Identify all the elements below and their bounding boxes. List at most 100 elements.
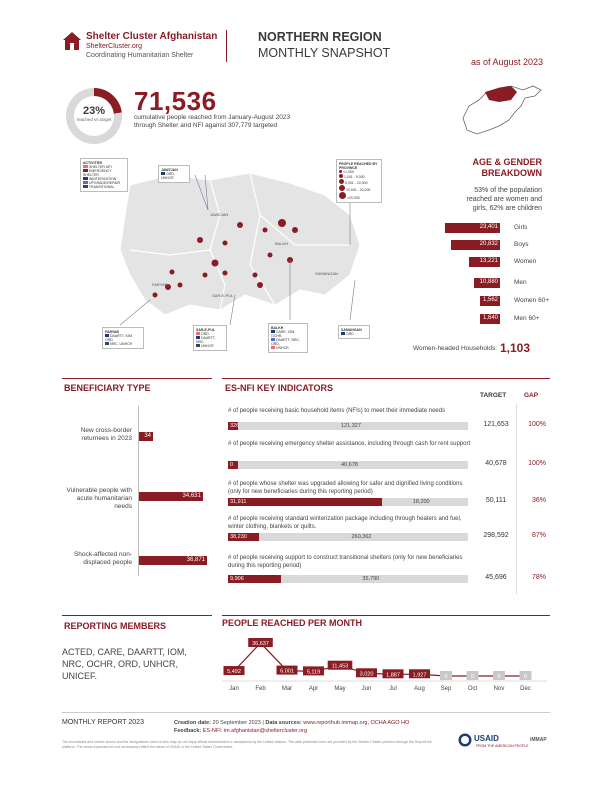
data-point <box>223 666 245 676</box>
org-site[interactable]: ShelterCluster.org <box>86 43 143 50</box>
people-bin: 1,001 - 5,000 <box>339 174 379 179</box>
reporting-members-list: ACTED, CARE, DAARTT, IOM, NRC, OCHR, ORD… <box>62 647 187 681</box>
partner-line: ORD <box>341 332 367 336</box>
data-label: 1,927 <box>413 672 427 678</box>
province-label-jawzjan: JAWZJAN <box>210 212 229 217</box>
age-gender-row: 13,221 Women <box>395 257 560 267</box>
indicator-progress-fill: 31,911 <box>228 498 382 506</box>
page-subtitle: MONTHLY SNAPSHOT <box>258 46 391 60</box>
indicator-question: # of people whose shelter was upgraded a… <box>228 481 463 495</box>
x-tick-label: Jul <box>389 686 397 692</box>
indicator-progress-fill: 326 <box>228 422 240 430</box>
indicator-progress-fill: 38,230 <box>228 533 260 541</box>
indicator-gap-percent: 87% <box>531 532 546 539</box>
age-gender-label: Men <box>514 279 527 286</box>
gap-column-divider <box>516 404 517 594</box>
org-name: Shelter Cluster Afghanistan <box>86 31 218 42</box>
region-map-svg <box>119 172 361 326</box>
indicator-gap-value: 121,327 <box>341 423 361 429</box>
partner-line: UNHCR <box>196 344 224 348</box>
activities-legend-item: UPGRADE/REPAIR <box>83 181 125 185</box>
indicator-progress-track: 31,911 18,200 <box>228 498 468 506</box>
indicator-gap-value: 40,678 <box>341 462 358 468</box>
x-tick-label: Oct <box>468 686 478 692</box>
data-label: 36,637 <box>252 641 269 647</box>
age-gender-title: AGE & GENDER BREAKDOWN <box>472 157 542 178</box>
indicator-progress-track: 9,906 35,790 <box>228 575 468 583</box>
data-label: 5,492 <box>227 669 241 675</box>
indicator-question: # of people receiving standard winteriza… <box>228 516 462 530</box>
shelter-cluster-logo-icon <box>63 32 81 50</box>
age-gender-value: 13,221 <box>477 258 500 264</box>
people-bin: >20,000 <box>339 192 379 200</box>
faryab-partners-box: FARYAB DAARTT, IOM, ORD NRC, UNHCR <box>102 327 144 349</box>
percent-reached: 23% <box>82 105 106 117</box>
partner-line: DAARTT, NRC <box>196 336 216 344</box>
indicator-gap-value: 260,362 <box>351 534 372 540</box>
age-gender-value: 23,401 <box>477 224 500 230</box>
indicator-gap-percent: 100% <box>528 421 546 428</box>
x-tick-label: May <box>334 686 345 692</box>
partner-line: ORD <box>196 332 224 336</box>
data-point <box>276 665 298 675</box>
beneficiary-bar: 34,631 <box>139 492 203 501</box>
age-gender-row: 1,562 Women 60+ <box>395 296 560 306</box>
indicator-target: 121,653 <box>483 421 509 428</box>
data-label: 1,887 <box>386 672 400 678</box>
sources-link[interactable]: www.reporthub.immap.org, OCHA AGO HO <box>303 720 410 726</box>
data-label: 11,453 <box>332 664 348 670</box>
people-bin: 10,001 - 20,000 <box>339 185 379 192</box>
x-tick-label: Dec <box>520 686 531 692</box>
partner-line: DAARTT, NRC, ORD, <box>271 338 301 346</box>
indicator-gap-percent: 100% <box>528 460 546 467</box>
age-gender-bar <box>451 240 500 250</box>
x-tick-label: Sep <box>441 686 452 692</box>
afghanistan-locator-map <box>462 85 542 135</box>
percent-label: reached vs target <box>76 117 112 122</box>
beneficiary-label: Vulnerable people with acute humanitaria… <box>66 487 132 510</box>
age-gender-subtitle: 53% of the population reached are women … <box>466 187 543 212</box>
age-gender-value: 1,640 <box>480 315 500 321</box>
people-bin: 5,001 - 10,000 <box>339 179 379 185</box>
x-tick-label: Jan <box>229 686 239 692</box>
as-of-date: as of August 2023 <box>471 57 544 67</box>
x-tick-label: Mar <box>282 686 292 692</box>
activities-legend-item: WINTERIZATION <box>83 177 125 181</box>
activities-legend: ACTIVITIES SHELTER-NFI EMERGENCY SHELTER… <box>80 158 128 192</box>
indicator-question: # of people receiving support to constru… <box>228 555 463 569</box>
usaid-tagline: FROM THE AMERICAN PEOPLE <box>476 744 529 748</box>
age-gender-label: Women <box>514 258 537 265</box>
indicator-progress-track: 38,230 260,362 <box>228 533 468 541</box>
data-point <box>327 660 353 670</box>
indicator-target: 298,592 <box>483 532 509 539</box>
feedback-email-link[interactable]: ES-NFI: im.afghanistan@sheltercluster.or… <box>202 728 308 734</box>
immap-logo-text: iMMAP <box>530 737 547 743</box>
beneficiary-bar: 34 <box>139 432 153 441</box>
x-tick-label: Feb <box>255 686 266 692</box>
data-point <box>382 669 404 679</box>
age-gender-row: 1,640 Men 60+ <box>395 314 560 324</box>
women-headed-label: Women-headed Households: <box>413 345 498 352</box>
data-label: 6,001 <box>280 669 294 675</box>
beneficiary-label: Shock-affected non-displaced people <box>73 551 132 566</box>
indicator-gap-percent: 78% <box>531 574 546 581</box>
gap-header: GAP <box>524 392 539 399</box>
balkh-partners-box: BALKH CARE, IOM, OCHR, DAARTT, NRC, ORD,… <box>268 323 308 353</box>
beneficiary-label: New cross-border returnees in 2023 <box>80 427 132 442</box>
indicator-target: 45,696 <box>485 574 507 581</box>
partner-line: UNHCR <box>271 346 305 350</box>
header-divider <box>226 30 227 62</box>
region-map: JAWZJAN BALKH SAMANGAN SAR-E-PUL FARYAB … <box>60 155 390 353</box>
activities-legend-item: SHELTER-NFI <box>83 165 125 169</box>
age-gender-label: Men 60+ <box>514 315 540 322</box>
age-gender-bar <box>445 223 500 233</box>
indicator-target: 50,111 <box>485 497 507 504</box>
x-tick-label: Jun <box>362 686 372 692</box>
total-reached: 71,536 <box>134 86 217 116</box>
age-gender-label: Women 60+ <box>514 297 550 304</box>
x-tick-label: Apr <box>309 686 318 692</box>
data-point <box>303 666 324 676</box>
indicator-progress-track: 326 121,327 <box>228 422 468 430</box>
activities-legend-item: TRANSITIONAL <box>83 185 125 189</box>
jawzjan-partners-box: JAWZJAN ORD, UNHCR <box>158 165 190 183</box>
